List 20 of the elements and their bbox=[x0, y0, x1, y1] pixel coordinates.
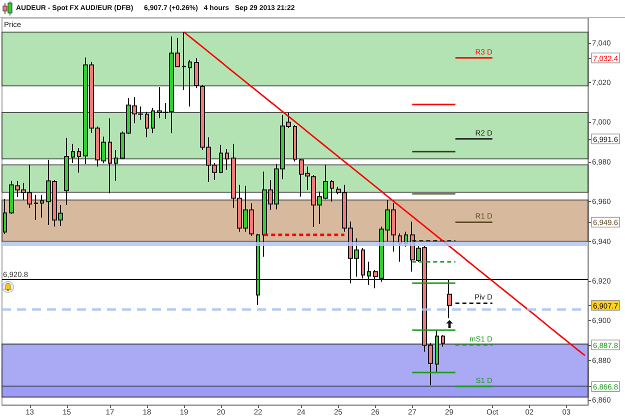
candlestick bbox=[64, 137, 69, 206]
candlestick bbox=[293, 124, 297, 162]
candlestick bbox=[108, 118, 112, 194]
candlestick bbox=[71, 143, 75, 164]
candlestick bbox=[77, 147, 81, 174]
candlestick bbox=[435, 329, 439, 372]
candlestick bbox=[441, 334, 445, 348]
candlestick bbox=[114, 149, 118, 182]
candlestick bbox=[151, 107, 155, 134]
candlestick bbox=[330, 179, 334, 202]
candlestick bbox=[219, 144, 223, 174]
candlestick bbox=[40, 194, 44, 218]
candlestick bbox=[225, 148, 229, 170]
candlestick bbox=[188, 59, 192, 108]
candlestick bbox=[182, 32, 186, 90]
candlestick bbox=[34, 194, 38, 221]
candlestick bbox=[194, 58, 199, 88]
candlestick bbox=[3, 198, 7, 234]
candlestick bbox=[145, 111, 149, 138]
line-series bbox=[183, 31, 586, 356]
